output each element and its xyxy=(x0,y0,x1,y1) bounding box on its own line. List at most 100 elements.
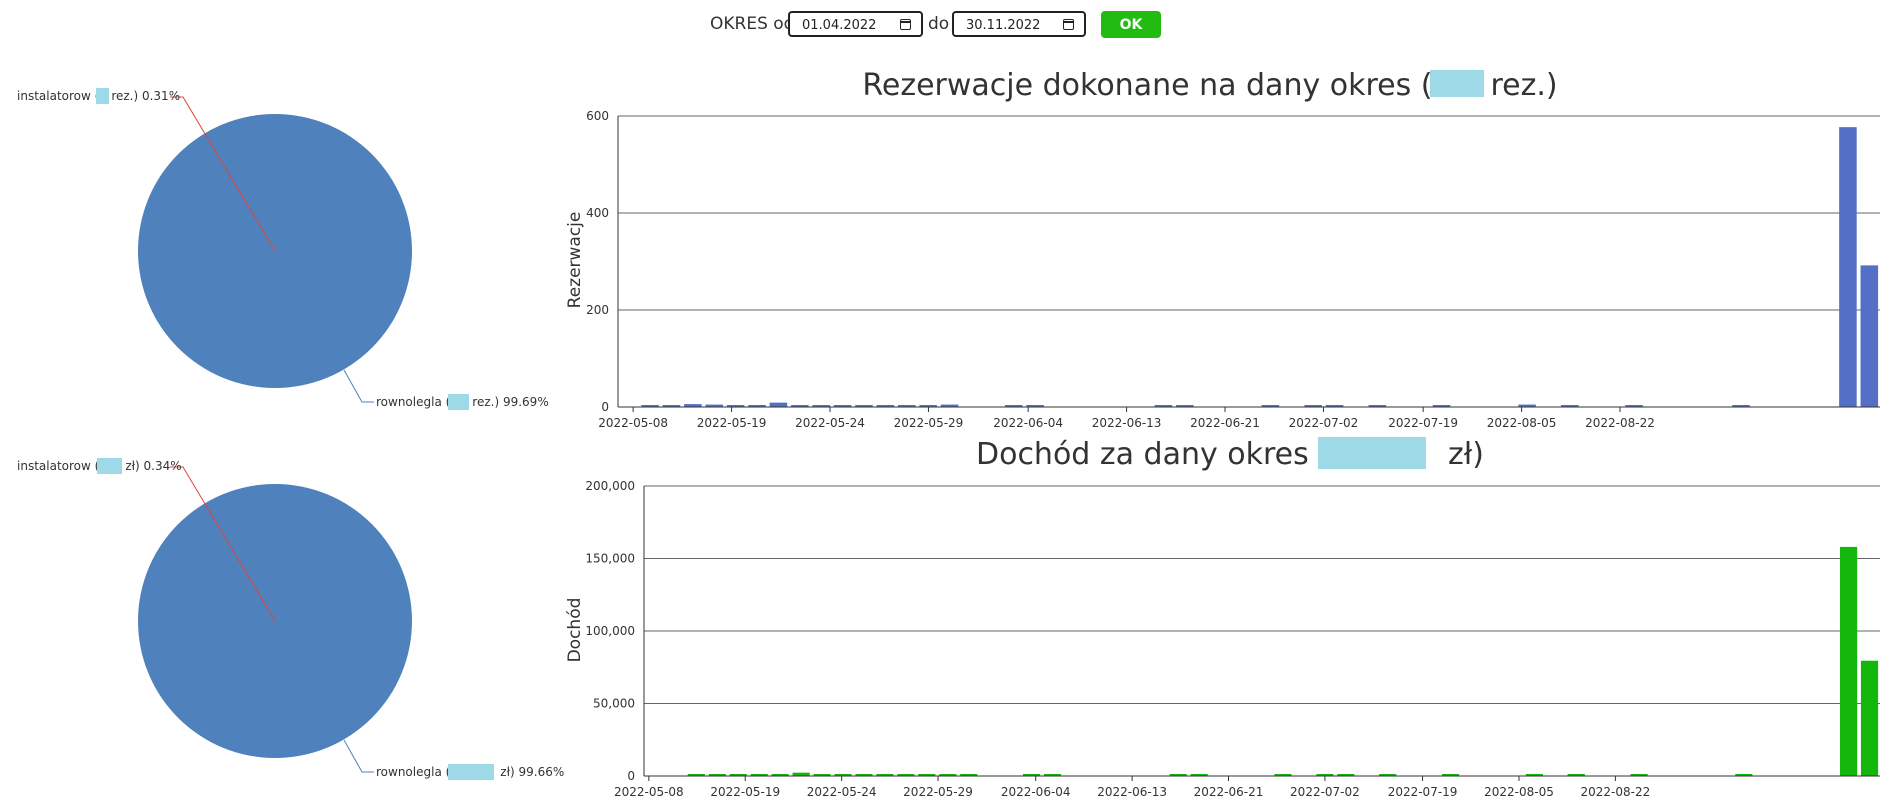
x-tick-label: 2022-06-13 xyxy=(1097,785,1167,799)
redacted-value xyxy=(1430,70,1484,97)
bar[interactable] xyxy=(855,405,873,407)
bar[interactable] xyxy=(687,774,705,776)
bar[interactable] xyxy=(769,402,788,407)
bar[interactable] xyxy=(1860,660,1879,776)
chart-title-prefix: Rezerwacje dokonane na dany okres ( xyxy=(862,68,1432,103)
bar[interactable] xyxy=(726,405,745,407)
bar[interactable] xyxy=(729,774,747,776)
x-tick-label: 2022-05-29 xyxy=(894,416,964,430)
bar[interactable] xyxy=(1169,774,1187,776)
bar[interactable] xyxy=(940,404,959,407)
bar[interactable] xyxy=(833,405,852,407)
x-tick-label: 2022-05-08 xyxy=(598,416,668,430)
bar[interactable] xyxy=(960,774,978,776)
x-tick-label: 2022-08-22 xyxy=(1585,416,1655,430)
pie-label-instalatorow: instalatorow (zł) 0.34% xyxy=(17,459,182,473)
date-from-value: 01.04.2022 xyxy=(802,18,877,33)
pie-chart-reservations: instalatorow ( rez.) 0.31% rownolegla (re… xyxy=(17,88,549,410)
calendar-icon[interactable] xyxy=(900,19,911,30)
pie-leader-line-rownolegla xyxy=(343,739,374,773)
redacted-value xyxy=(448,764,494,780)
pie-label-prefix: rownolegla ( xyxy=(376,765,450,779)
bar[interactable] xyxy=(1860,265,1879,407)
bar[interactable] xyxy=(1525,773,1543,776)
bar[interactable] xyxy=(834,774,852,776)
x-tick-label: 2022-08-05 xyxy=(1487,416,1557,430)
bar[interactable] xyxy=(855,774,873,776)
bar[interactable] xyxy=(1839,127,1857,408)
bar[interactable] xyxy=(1004,405,1023,407)
bar[interactable] xyxy=(1176,405,1194,407)
bar[interactable] xyxy=(1432,405,1451,407)
bar[interactable] xyxy=(1337,774,1355,776)
bar[interactable] xyxy=(1274,774,1292,776)
bar[interactable] xyxy=(1368,405,1387,407)
y-tick-label: 0 xyxy=(601,400,609,414)
x-tick-label: 2022-06-21 xyxy=(1190,416,1260,430)
bar[interactable] xyxy=(1732,405,1750,407)
bar[interactable] xyxy=(771,774,789,776)
bar[interactable] xyxy=(1630,774,1648,776)
bar[interactable] xyxy=(1561,405,1579,407)
bar-chart-income: Dochód za dany okres (zł) Dochód 0 50,000… xyxy=(565,437,1880,799)
bar[interactable] xyxy=(918,774,936,776)
x-tick-label: 2022-07-19 xyxy=(1388,416,1458,430)
redacted-value xyxy=(96,88,109,104)
pie-leader-line-instalatorow xyxy=(170,96,276,252)
x-tick-label: 2022-07-02 xyxy=(1289,416,1359,430)
pie-label-suffix: zł) 0.34% xyxy=(125,459,181,473)
y-tick-label: 50,000 xyxy=(593,697,635,711)
bar[interactable] xyxy=(1839,546,1858,776)
bar[interactable] xyxy=(876,774,894,776)
date-from-input[interactable]: 01.04.2022 xyxy=(788,11,923,37)
period-filter-bar: OKRES od 01.04.2022 do 30.11.2022 OK xyxy=(0,10,1894,40)
x-tick-label: 2022-05-29 xyxy=(903,785,973,799)
x-tick-labels: 2022-05-08 2022-05-19 2022-05-24 2022-05-29… xyxy=(614,776,1650,799)
bar[interactable] xyxy=(1190,774,1208,776)
bar[interactable] xyxy=(813,774,831,776)
pie-label-prefix: instalatorow ( xyxy=(17,89,99,103)
bar[interactable] xyxy=(684,404,702,407)
bar[interactable] xyxy=(1518,404,1536,407)
bar[interactable] xyxy=(1379,774,1397,776)
bar[interactable] xyxy=(897,774,915,776)
bar[interactable] xyxy=(791,405,809,407)
bar[interactable] xyxy=(919,405,937,407)
bar[interactable] xyxy=(939,774,957,776)
bar[interactable] xyxy=(1735,774,1753,776)
bar[interactable] xyxy=(750,774,768,776)
calendar-icon[interactable] xyxy=(1063,19,1074,30)
bar[interactable] xyxy=(1043,774,1062,776)
redacted-value xyxy=(448,394,469,410)
bar[interactable] xyxy=(812,405,830,407)
bar[interactable] xyxy=(792,772,810,776)
bar[interactable] xyxy=(1325,405,1344,407)
bar[interactable] xyxy=(897,405,916,407)
pie-label-rownolegla: rownolegla (rez.) 99.69% xyxy=(376,395,549,409)
bar[interactable] xyxy=(1304,405,1322,407)
x-tick-label: 2022-05-24 xyxy=(807,785,877,799)
bar[interactable] xyxy=(1567,774,1585,776)
bar[interactable] xyxy=(1026,405,1044,407)
ok-button[interactable]: OK xyxy=(1101,11,1161,38)
bar[interactable] xyxy=(662,405,681,407)
bar[interactable] xyxy=(1022,774,1041,776)
pie-label-suffix: rez.) 99.69% xyxy=(472,395,548,409)
x-tick-label: 2022-07-02 xyxy=(1290,785,1360,799)
pie-label-suffix: rez.) 0.31% xyxy=(111,89,180,103)
x-tick-label: 2022-06-04 xyxy=(1001,785,1071,799)
bar[interactable] xyxy=(1261,405,1280,407)
bar[interactable] xyxy=(705,404,724,407)
y-grid: 0 200 400 600 xyxy=(586,109,1880,414)
date-to-input[interactable]: 30.11.2022 xyxy=(952,11,1086,37)
bar[interactable] xyxy=(748,405,766,407)
bar[interactable] xyxy=(1154,405,1173,407)
bar[interactable] xyxy=(876,405,895,407)
bar[interactable] xyxy=(708,774,726,776)
bar[interactable] xyxy=(1441,774,1460,776)
y-grid: 0 50,000 100,000 150,000 200,000 xyxy=(585,479,1880,783)
bar[interactable] xyxy=(1625,405,1643,407)
bar[interactable] xyxy=(641,405,659,407)
pie-label-suffix: zł) 99.66% xyxy=(500,765,564,779)
bar[interactable] xyxy=(1316,774,1334,776)
